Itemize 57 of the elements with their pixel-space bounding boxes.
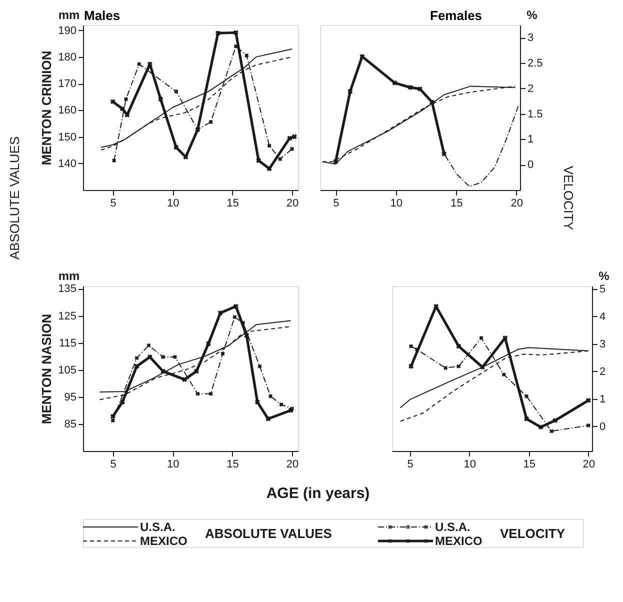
- x-tick-label: 5: [333, 198, 340, 210]
- y-tick-label: 135: [58, 283, 76, 296]
- y-tick-label: 115: [58, 337, 76, 350]
- y2-tick-label: 3: [528, 32, 534, 44]
- x-tick-label: 20: [286, 458, 299, 470]
- legend-label: MEXICO: [140, 534, 188, 548]
- y-tick-label: 180: [58, 51, 76, 64]
- y-tick-label: 170: [58, 78, 76, 90]
- legend-label: U.S.A.: [435, 520, 470, 534]
- y2-tick-label: 2.5: [528, 58, 543, 70]
- chart-title: Females: [430, 8, 482, 23]
- y-tick-label: 160: [58, 104, 76, 117]
- x-tick-label: 10: [464, 458, 476, 470]
- y2-tick-label: 2: [600, 366, 606, 378]
- y2-tick-label: 3: [600, 338, 606, 350]
- y-tick-label: 105: [58, 364, 76, 376]
- y-tick-label: 140: [58, 158, 76, 170]
- y2-tick-label: 5: [600, 283, 606, 296]
- x-tick-label: 20: [286, 198, 299, 210]
- chart-title: Males: [84, 8, 120, 23]
- y2-tick-label: 2: [528, 82, 534, 95]
- x-tick-label: 10: [166, 198, 180, 210]
- x-tick-label: 15: [450, 198, 463, 210]
- text: VELOCITY: [561, 166, 576, 230]
- x-tick-label: 20: [582, 458, 596, 470]
- text: %: [598, 269, 610, 283]
- legend-title: VELOCITY: [500, 526, 566, 541]
- legend-title: ABSOLUTE VALUES: [205, 526, 332, 541]
- y-tick-label: 95: [64, 391, 76, 404]
- text: mm: [58, 269, 80, 283]
- y2-tick-label: 1: [528, 134, 534, 146]
- legend-label: MEXICO: [435, 534, 482, 548]
- y2-tick-label: 0: [528, 159, 534, 172]
- y-tick-label: 150: [58, 131, 76, 144]
- text: ABSOLUTE VALUES: [7, 136, 22, 260]
- legend-label: U.S.A.: [140, 520, 176, 534]
- y-axis-title: MENTON CRINION: [39, 50, 54, 166]
- x-tick-label: 15: [226, 198, 239, 210]
- x-tick-label: 5: [110, 458, 116, 470]
- x-tick-label: 15: [523, 458, 536, 470]
- y2-tick-label: 1: [600, 393, 606, 406]
- y2-tick-label: 1.5: [528, 108, 543, 120]
- x-tick-label: 15: [226, 458, 239, 470]
- y-tick-label: 85: [64, 418, 76, 430]
- y2-tick-label: 4: [600, 310, 606, 323]
- y-tick-label: 190: [58, 24, 76, 37]
- y-tick-label: 125: [58, 310, 76, 322]
- x-tick-label: 10: [166, 458, 180, 470]
- x-tick-label: 5: [407, 458, 414, 470]
- text: %: [526, 8, 538, 22]
- text: mm: [58, 8, 80, 22]
- y2-tick-label: 0: [600, 420, 606, 433]
- y-axis-title: MENTON NASION: [39, 314, 54, 424]
- x-axis-title: AGE (in years): [266, 485, 370, 502]
- x-tick-label: 5: [110, 198, 116, 210]
- x-tick-label: 20: [510, 198, 524, 210]
- x-tick-label: 10: [390, 198, 403, 210]
